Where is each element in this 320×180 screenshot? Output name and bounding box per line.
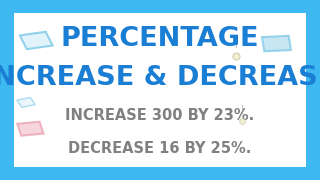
FancyBboxPatch shape <box>14 13 306 167</box>
Polygon shape <box>17 98 35 107</box>
Polygon shape <box>262 36 291 51</box>
Polygon shape <box>17 122 44 136</box>
Text: INCREASE 300 BY 23%.: INCREASE 300 BY 23%. <box>65 108 255 123</box>
Polygon shape <box>20 32 52 49</box>
Text: PERCENTAGE: PERCENTAGE <box>61 26 259 52</box>
Text: INCREASE & DECREASE: INCREASE & DECREASE <box>0 65 320 91</box>
Text: DECREASE 16 BY 25%.: DECREASE 16 BY 25%. <box>68 141 252 156</box>
